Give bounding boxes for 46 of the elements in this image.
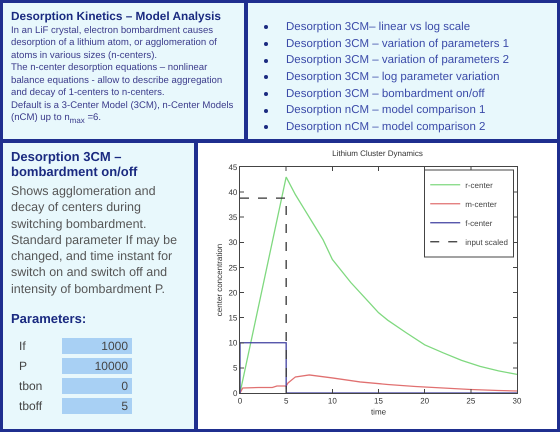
line-series	[240, 176, 517, 393]
x-tick-label: 15	[374, 396, 384, 406]
x-tick-label: 10	[328, 396, 338, 406]
data-label: 0	[62, 378, 132, 394]
category-label: Desorption nCM – model comparison 2	[286, 120, 486, 136]
chart-title: Lithium Cluster Dynamics	[332, 148, 423, 158]
y-tick-label: 0	[232, 388, 238, 398]
data-label: 10000	[62, 358, 132, 374]
category-label: Desorption 3CM– linear vs log scale	[286, 20, 470, 35]
legend-label: input scaled	[465, 238, 508, 247]
category-label: tboff	[18, 398, 44, 414]
text: In an LiF crystal, electron bombardment causes desorption of a lithium atom, or agglomeration of atoms in various sizes (n-centers).	[11, 25, 218, 62]
text: Desorption Kinetics – Model Analysis	[11, 9, 222, 23]
category-label: P	[18, 358, 28, 374]
x-tick-label: 20	[420, 396, 430, 406]
y-tick-label: 30	[228, 238, 238, 248]
category-label: Desorption 3CM – variation of parameters 2	[286, 53, 510, 68]
category-label: If	[18, 338, 27, 354]
y-axis-title: center concentration	[215, 244, 224, 316]
data-label: 1000	[62, 338, 132, 354]
category-label: Desorption 3CM – bombardment on/off	[286, 86, 485, 102]
y-tick-label: 40	[228, 188, 238, 197]
x-axis-title: time	[370, 408, 387, 417]
text: The n-center desorption equations – nonlinear balance equations - allow to describe aggregation and decay of 1-centers to n-centers.	[11, 62, 224, 100]
legend-label: f-center	[465, 218, 493, 228]
text: Shows agglomeration and decay of centers during switching bombardment. Standard parameter If may be changed, and time instant for switch on and switch off and intensity of bombardment P.	[11, 183, 178, 297]
category-label: Desorption 3CM – log parameter variation	[286, 70, 500, 86]
y-tick-label: 20	[228, 288, 238, 298]
legend-label: m-center	[465, 200, 498, 209]
line-series	[240, 374, 517, 393]
y-tick-label: 35	[228, 213, 238, 222]
text: Parameters:	[11, 310, 88, 328]
y-tick-label: 15	[228, 313, 238, 322]
y-tick-label: 5	[232, 364, 238, 373]
x-tick-label: 5	[284, 396, 289, 406]
text: Desorption 3CM – bombardment on/off	[11, 149, 138, 179]
y-tick-label: 25	[228, 263, 238, 272]
legend-label: r-center	[465, 180, 494, 190]
category-label: tbon	[18, 378, 44, 394]
text: Default is a 3-Center Model (3CM), n-Center Models (nCM) up to n$_{max}$ =6.	[11, 100, 234, 127]
category-label: Desorption 3CM – variation of parameters 1	[286, 36, 510, 52]
category-label: Desorption nCM – model comparison 1	[286, 103, 486, 118]
y-tick-label: 45	[228, 162, 238, 172]
x-tick-label: 30	[512, 396, 522, 406]
x-tick-label: 25	[466, 396, 476, 406]
y-tick-label: 10	[228, 338, 238, 348]
